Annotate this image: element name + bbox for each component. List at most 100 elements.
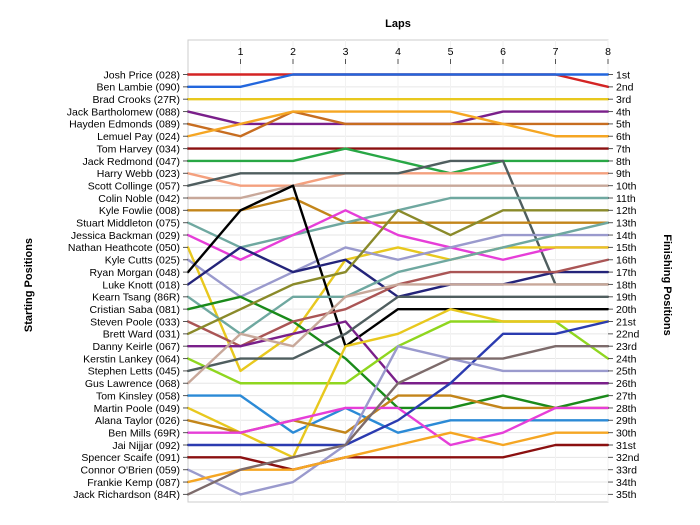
start-label: Colin Noble (042) bbox=[98, 193, 180, 205]
series-line bbox=[186, 307, 610, 459]
finish-label: 10th bbox=[616, 180, 637, 192]
series-line bbox=[186, 110, 610, 138]
finish-label: 30th bbox=[616, 427, 637, 439]
finish-label: 15th bbox=[616, 242, 637, 254]
start-label: Jack Richardson (84R) bbox=[73, 489, 180, 501]
start-label: Nathan Heathcote (050) bbox=[68, 242, 180, 254]
start-label: Steven Poole (033) bbox=[90, 316, 180, 328]
finish-label: 20th bbox=[616, 304, 637, 316]
series-line bbox=[186, 283, 610, 385]
finish-label: 35th bbox=[616, 489, 637, 501]
finish-label: 24th bbox=[616, 353, 637, 365]
finish-label: 8th bbox=[616, 156, 631, 168]
finish-label: 14th bbox=[616, 230, 637, 242]
finish-label: 13th bbox=[616, 218, 637, 230]
x-axis-title: Laps bbox=[385, 18, 411, 30]
series-line bbox=[186, 73, 610, 89]
series-line bbox=[186, 159, 610, 286]
series-line bbox=[186, 184, 610, 200]
x-tick-label: 3 bbox=[343, 46, 349, 58]
x-tick-label: 8 bbox=[605, 46, 611, 58]
finish-label: 29th bbox=[616, 415, 637, 427]
finish-label: 17th bbox=[616, 267, 637, 279]
start-label: Spencer Scaife (091) bbox=[81, 452, 180, 464]
finish-label: 22nd bbox=[616, 329, 640, 341]
x-tick-label: 1 bbox=[238, 46, 244, 58]
start-label: Jessica Backman (029) bbox=[71, 230, 180, 242]
finish-label: 28th bbox=[616, 403, 637, 415]
start-label: Connor O'Brien (059) bbox=[81, 465, 180, 477]
start-label: Jack Redmond (047) bbox=[83, 156, 180, 168]
finish-label: 19th bbox=[616, 292, 637, 304]
finish-label: 27th bbox=[616, 390, 637, 402]
finish-label: 5th bbox=[616, 119, 631, 131]
finish-label: 1st bbox=[616, 69, 630, 81]
x-tick-label: 6 bbox=[500, 46, 506, 58]
finish-label: 6th bbox=[616, 131, 631, 143]
series-line bbox=[186, 184, 610, 348]
finish-label: 33rd bbox=[616, 465, 637, 477]
series-line bbox=[186, 295, 610, 373]
start-label: Ben Lambie (090) bbox=[97, 82, 180, 94]
finish-label: 32nd bbox=[616, 452, 640, 464]
series-line bbox=[186, 345, 610, 496]
series-line bbox=[186, 394, 610, 434]
start-label: Brad Crooks (27R) bbox=[92, 94, 180, 106]
finish-label: 4th bbox=[616, 106, 631, 118]
start-label: Kyle Cutts (025) bbox=[105, 255, 180, 267]
start-label: Harry Webb (023) bbox=[97, 168, 180, 180]
start-label: Stuart Middleton (075) bbox=[76, 218, 180, 230]
finish-label: 21st bbox=[616, 316, 636, 328]
finishing-position-labels: 1st2nd3rd4th5th6th7th8th9th10th11th12th1… bbox=[608, 69, 640, 501]
start-label: Brett Ward (031) bbox=[103, 329, 180, 341]
start-label: Scott Collinge (057) bbox=[88, 180, 180, 192]
x-tick-label: 4 bbox=[395, 46, 401, 58]
start-label: Gus Lawrence (068) bbox=[85, 378, 180, 390]
finish-label: 7th bbox=[616, 143, 631, 155]
start-label: Josh Price (028) bbox=[104, 69, 180, 81]
start-label: Jai Nijjar (092) bbox=[112, 440, 180, 452]
start-label: Ryan Morgan (048) bbox=[90, 267, 180, 279]
x-axis-ticks: 1 2 3 4 5 6 7 8 bbox=[238, 46, 611, 64]
finish-label: 3rd bbox=[616, 94, 631, 106]
start-label: Alana Taylor (026) bbox=[95, 415, 180, 427]
start-label: Lemuel Pay (024) bbox=[97, 131, 180, 143]
finish-label: 23rd bbox=[616, 341, 637, 353]
start-label: Hayden Edmonds (089) bbox=[69, 119, 180, 131]
x-tick-label: 5 bbox=[448, 46, 454, 58]
finish-label: 2nd bbox=[616, 82, 634, 94]
start-label: Luke Knott (018) bbox=[102, 279, 180, 291]
series-line bbox=[186, 147, 610, 175]
start-label: Stephen Letts (045) bbox=[88, 366, 180, 378]
series-line bbox=[186, 233, 610, 298]
series-line bbox=[186, 431, 610, 484]
x-tick-label: 7 bbox=[553, 46, 559, 58]
series-line bbox=[186, 345, 610, 496]
start-label: Cristian Saba (081) bbox=[90, 304, 180, 316]
finish-label: 12th bbox=[616, 205, 637, 217]
start-label: Frankie Kemp (087) bbox=[87, 477, 180, 489]
start-label: Kearn Tsang (86R) bbox=[92, 292, 180, 304]
y-axis-title-right: Finishing Positions bbox=[661, 234, 673, 335]
start-label: Martin Poole (049) bbox=[94, 403, 180, 415]
start-label: Kerstin Lankey (064) bbox=[83, 353, 180, 365]
finish-label: 26th bbox=[616, 378, 637, 390]
series-line bbox=[186, 221, 610, 336]
x-tick-label: 2 bbox=[290, 46, 296, 58]
series-line bbox=[186, 209, 610, 261]
start-label: Tom Harvey (034) bbox=[97, 143, 180, 155]
series-line bbox=[186, 196, 610, 224]
series-lines bbox=[186, 73, 610, 496]
series-line bbox=[186, 209, 610, 336]
finish-label: 31st bbox=[616, 440, 636, 452]
y-axis-title-left: Starting Positions bbox=[23, 238, 35, 332]
finish-label: 18th bbox=[616, 279, 637, 291]
starting-position-labels: Josh Price (028)Ben Lambie (090)Brad Cro… bbox=[67, 69, 188, 501]
finish-label: 9th bbox=[616, 168, 631, 180]
start-label: Tom Kinsley (058) bbox=[96, 390, 180, 402]
series-line bbox=[186, 406, 610, 447]
start-label: Danny Keirle (067) bbox=[92, 341, 180, 353]
finish-label: 11th bbox=[616, 193, 636, 205]
start-label: Jack Bartholomew (088) bbox=[67, 106, 180, 118]
